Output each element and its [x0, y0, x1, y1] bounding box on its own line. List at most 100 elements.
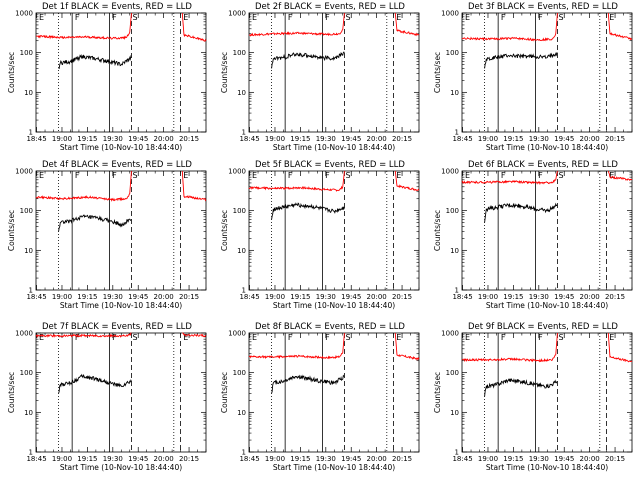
x-tick-label: 20:15: [392, 293, 412, 301]
x-tick-label: 19:15: [503, 293, 523, 301]
marker-flag: F: [288, 333, 293, 342]
y-axis-label: Counts/sec: [7, 52, 16, 93]
x-tick-label: 19:45: [554, 135, 574, 143]
x-tick-label: 19:45: [128, 135, 148, 143]
marker-flag: E: [252, 171, 257, 180]
panel-title: Det 1f BLACK = Events, RED = LLD: [42, 2, 192, 12]
marker-flag: S: [558, 13, 563, 22]
x-tick-label: 19:30: [529, 455, 549, 463]
x-tick-label: 18:45: [452, 135, 472, 143]
x-tick-label: 19:45: [554, 455, 574, 463]
x-tick-label: 19:45: [128, 455, 148, 463]
marker-flag: F: [112, 13, 117, 22]
x-axis-label: Start Time (10-Nov-10 18:44:40): [60, 463, 182, 472]
y-tick-label: 100: [233, 49, 246, 57]
x-tick-label: 19:00: [52, 293, 72, 301]
lld-series-line: [35, 12, 207, 42]
events-series-line: [484, 202, 558, 223]
events-series-line: [271, 374, 345, 394]
marker-flag: F: [538, 13, 543, 22]
marker-flag: S: [132, 13, 137, 22]
panel-2: Det 2f BLACK = Events, RED = LLD 1 10 100 10…: [220, 2, 420, 152]
y-tick-label: 10: [24, 409, 33, 417]
x-tick-label: 19:30: [316, 293, 336, 301]
marker-flag: F: [288, 13, 293, 22]
marker-flag: E: [396, 13, 401, 22]
x-tick-label: 19:00: [265, 135, 285, 143]
y-tick-label: 10: [450, 247, 459, 255]
y-tick-label: 100: [446, 49, 459, 57]
x-tick-label: 20:15: [605, 135, 625, 143]
y-tick-label: 1: [29, 449, 33, 457]
x-axis-label: Start Time (10-Nov-10 18:44:40): [273, 143, 395, 152]
marker-flag: E: [39, 13, 44, 22]
lld-series-line: [248, 12, 420, 37]
marker-flag: E: [252, 13, 257, 22]
events-series-line: [484, 377, 558, 397]
marker-flag: S: [345, 13, 350, 22]
events-series-line: [58, 373, 132, 394]
marker-flag: E: [183, 13, 188, 22]
y-axis-label: Counts/sec: [433, 372, 442, 413]
x-tick-label: 19:30: [103, 455, 123, 463]
y-tick-label: 1: [455, 287, 459, 295]
marker-flag: E: [609, 13, 614, 22]
marker-flag: S: [345, 333, 350, 342]
x-tick-label: 19:15: [503, 135, 523, 143]
marker-flag: F: [538, 171, 543, 180]
y-tick-label: 10: [237, 247, 246, 255]
marker-flag: F: [325, 171, 330, 180]
x-tick-label: 20:15: [179, 135, 199, 143]
x-tick-label: 20:00: [580, 455, 600, 463]
x-tick-label: 18:45: [239, 293, 259, 301]
x-tick-label: 19:45: [341, 293, 361, 301]
marker-flag: F: [501, 13, 506, 22]
x-axis-label: Start Time (10-Nov-10 18:44:40): [486, 301, 608, 310]
marker-flag: S: [558, 171, 563, 180]
x-tick-label: 18:45: [239, 135, 259, 143]
y-tick-label: 100: [20, 49, 33, 57]
panel-title: Det 9f BLACK = Events, RED = LLD: [468, 322, 618, 332]
y-axis-label: Counts/sec: [220, 210, 229, 251]
marker-flag: F: [501, 171, 506, 180]
panel-title: Det 5f BLACK = Events, RED = LLD: [255, 160, 405, 170]
y-tick-label: 1: [242, 287, 246, 295]
y-tick-label: 1: [455, 129, 459, 137]
x-tick-label: 18:45: [239, 455, 259, 463]
marker-flag: S: [132, 333, 137, 342]
y-tick-label: 10: [450, 89, 459, 97]
marker-flag: F: [75, 13, 80, 22]
events-series-line: [58, 214, 132, 232]
x-axis-label: Start Time (10-Nov-10 18:44:40): [486, 463, 608, 472]
y-tick-label: 1: [29, 129, 33, 137]
x-tick-label: 19:30: [529, 293, 549, 301]
events-series-line: [271, 202, 345, 220]
x-tick-label: 20:15: [392, 135, 412, 143]
panel-7: Det 7f BLACK = Events, RED = LLD 1 10 100 10…: [7, 322, 207, 472]
x-tick-label: 19:00: [478, 293, 498, 301]
marker-flag: S: [345, 171, 350, 180]
y-axis-label: Counts/sec: [433, 52, 442, 93]
marker-flag: E: [396, 333, 401, 342]
panel-9: Det 9f BLACK = Events, RED = LLD 1 10 100 10…: [433, 322, 633, 472]
x-tick-label: 19:30: [316, 455, 336, 463]
x-tick-label: 20:15: [179, 455, 199, 463]
panel-6: Det 6f BLACK = Events, RED = LLD 1 10 100 10…: [433, 160, 633, 310]
x-tick-label: 18:45: [26, 455, 46, 463]
x-tick-label: 20:00: [154, 135, 174, 143]
x-tick-label: 18:45: [452, 455, 472, 463]
x-tick-label: 19:15: [77, 135, 97, 143]
marker-flag: E: [465, 171, 470, 180]
marker-flag: F: [112, 333, 117, 342]
marker-flag: F: [288, 171, 293, 180]
marker-flag: E: [609, 333, 614, 342]
lld-series-line: [461, 332, 633, 363]
lld-series-line: [248, 332, 420, 361]
y-axis-label: Counts/sec: [7, 372, 16, 413]
x-tick-label: 19:15: [503, 455, 523, 463]
x-tick-label: 18:45: [26, 135, 46, 143]
x-tick-label: 19:45: [341, 455, 361, 463]
x-tick-label: 19:45: [554, 293, 574, 301]
x-axis-label: Start Time (10-Nov-10 18:44:40): [273, 463, 395, 472]
y-tick-label: 10: [237, 89, 246, 97]
